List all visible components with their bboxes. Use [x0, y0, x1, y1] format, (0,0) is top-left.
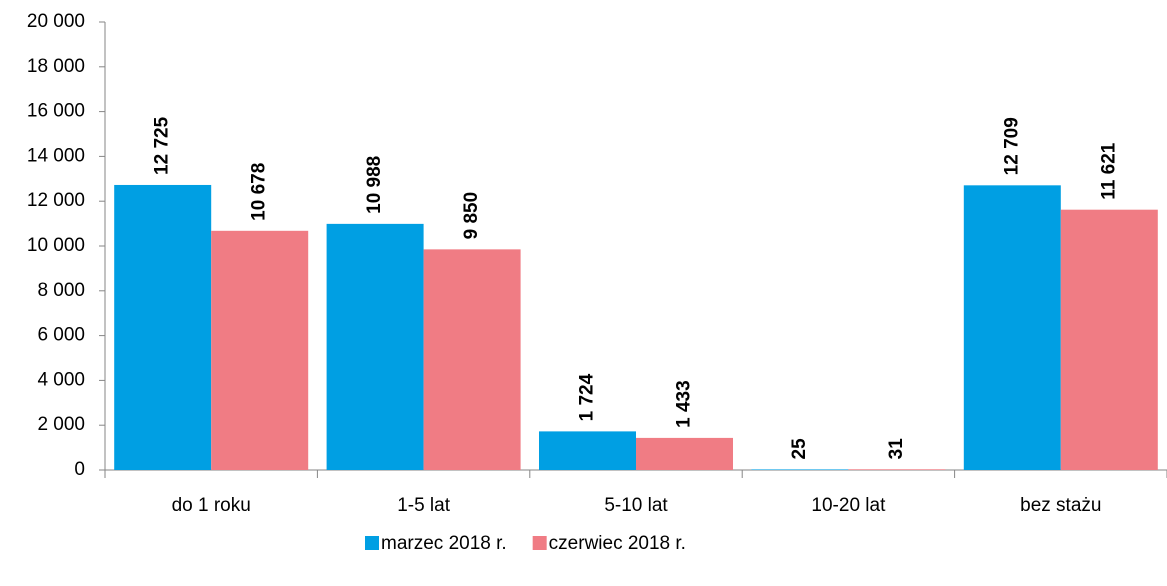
bar — [751, 469, 849, 470]
value-label: 9 850 — [461, 192, 482, 240]
x-tick-label: bez stażu — [1020, 495, 1101, 516]
bar — [636, 437, 733, 470]
bar — [326, 223, 424, 470]
bar — [539, 431, 636, 470]
value-label: 25 — [789, 438, 810, 460]
x-tick-label: do 1 roku — [172, 495, 251, 516]
legend-swatch — [532, 536, 547, 550]
bar — [211, 230, 309, 470]
bar — [848, 469, 946, 470]
bar — [423, 249, 521, 470]
y-tick-label: 14 000 — [27, 145, 85, 166]
x-tick-label: 10-20 lat — [811, 495, 886, 516]
bar — [963, 185, 1061, 470]
x-tick-label: 1-5 lat — [397, 495, 451, 516]
value-label: 11 621 — [1098, 142, 1119, 199]
value-label: 12 725 — [152, 116, 173, 175]
y-tick-label: 10 000 — [27, 235, 85, 256]
y-tick-label: 20 000 — [27, 11, 85, 32]
value-label: 1 724 — [577, 373, 598, 421]
legend-label: marzec 2018 r. — [381, 533, 507, 554]
y-tick-label: 4 000 — [37, 369, 85, 390]
y-tick-label: 8 000 — [37, 280, 85, 301]
y-tick-label: 12 000 — [27, 190, 85, 211]
y-tick-label: 2 000 — [37, 414, 85, 435]
x-tick-label: 5-10 lat — [604, 495, 668, 516]
legend-swatch — [365, 536, 379, 550]
bar — [114, 184, 212, 470]
value-label: 31 — [886, 438, 907, 460]
y-tick-label: 16 000 — [27, 101, 85, 122]
value-label: 10 988 — [364, 156, 385, 214]
value-label: 10 678 — [249, 163, 270, 221]
y-tick-label: 18 000 — [27, 56, 85, 77]
legend-label: czerwiec 2018 r. — [549, 533, 686, 554]
y-tick-label: 0 — [74, 459, 85, 480]
bar — [1060, 209, 1158, 470]
value-label: 1 433 — [674, 380, 695, 428]
y-tick-label: 6 000 — [37, 325, 85, 346]
value-label: 12 709 — [1001, 117, 1022, 175]
